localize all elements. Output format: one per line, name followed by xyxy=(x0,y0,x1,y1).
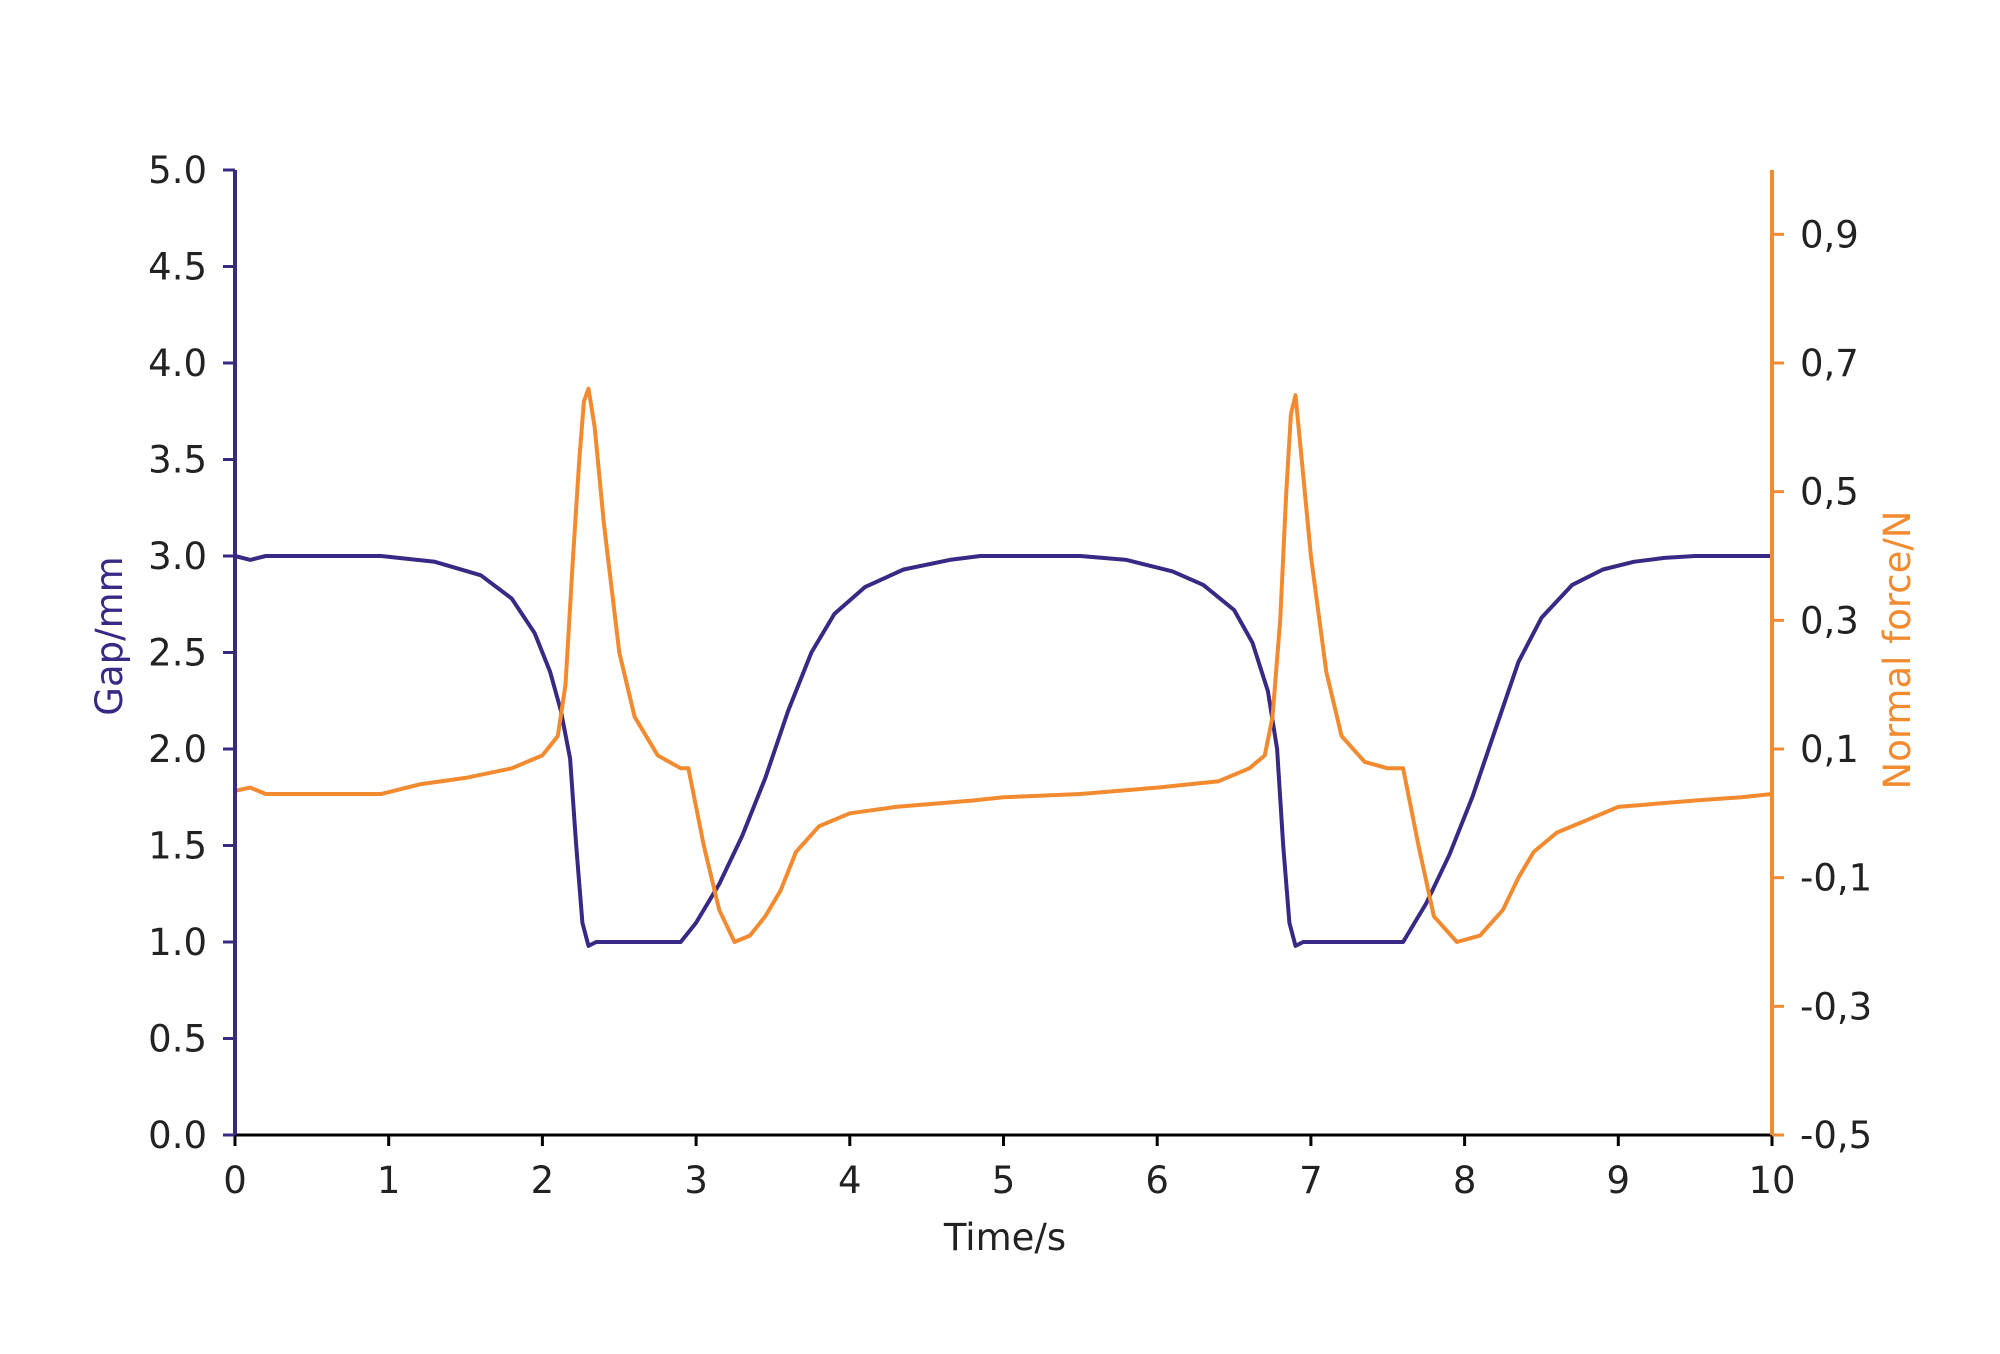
y-axis-right-title: Normal force/N xyxy=(1876,511,1919,790)
y-left-tick-label: 1.5 xyxy=(148,825,207,868)
x-tick-label: 8 xyxy=(1453,1159,1477,1202)
series-line-gap xyxy=(233,554,1774,948)
y-left-tick-label: 0.5 xyxy=(148,1018,207,1061)
y-right-tick-label: 0,7 xyxy=(1800,342,1859,385)
series-line-normal-force xyxy=(233,386,1774,944)
x-tick-label: 4 xyxy=(838,1159,862,1202)
y-left-tick-label: 3.5 xyxy=(148,439,207,482)
x-tick-label: 9 xyxy=(1607,1159,1631,1202)
x-tick-label: 5 xyxy=(992,1159,1016,1202)
y-right-tick-label: 0,1 xyxy=(1800,728,1859,771)
axes-layer: 0 1 2 3 4 5 6 7 8 9 10 0.0 0.5 1.0 1.5 2.0 2.5 3.0 3.5 4.0 4… xyxy=(148,149,1872,1202)
y-right-tick-label: -0,1 xyxy=(1800,857,1872,900)
x-axis-title: Time/s xyxy=(943,1216,1066,1259)
y-left-tick-label: 2.5 xyxy=(148,632,207,675)
series-layer xyxy=(233,386,1774,948)
y-right-tick-label: -0,3 xyxy=(1800,985,1872,1028)
y-left-tick-label: 4.0 xyxy=(148,342,207,385)
y-right-tick-label: 0,3 xyxy=(1800,599,1859,642)
y-left-tick-label: 5.0 xyxy=(148,149,207,192)
y-axis-left-title: Gap/mm xyxy=(88,556,131,715)
x-tick-label: 1 xyxy=(377,1159,401,1202)
y-left-tick-label: 2.0 xyxy=(148,728,207,771)
x-tick-label: 2 xyxy=(531,1159,555,1202)
y-left-tick-label: 3.0 xyxy=(148,535,207,578)
y-right-tick-label: -0,5 xyxy=(1800,1114,1872,1157)
x-tick-label: 0 xyxy=(223,1159,247,1202)
x-tick-label: 3 xyxy=(684,1159,708,1202)
y-right-tick-label: 0,5 xyxy=(1800,471,1859,514)
x-tick-label: 6 xyxy=(1145,1159,1169,1202)
y-left-tick-label: 4.5 xyxy=(148,246,207,289)
y-left-tick-label: 1.0 xyxy=(148,921,207,964)
y-right-tick-label: 0,9 xyxy=(1800,213,1859,256)
x-tick-label: 7 xyxy=(1299,1159,1323,1202)
x-tick-label: 10 xyxy=(1748,1159,1795,1202)
y-left-tick-label: 0.0 xyxy=(148,1114,207,1157)
